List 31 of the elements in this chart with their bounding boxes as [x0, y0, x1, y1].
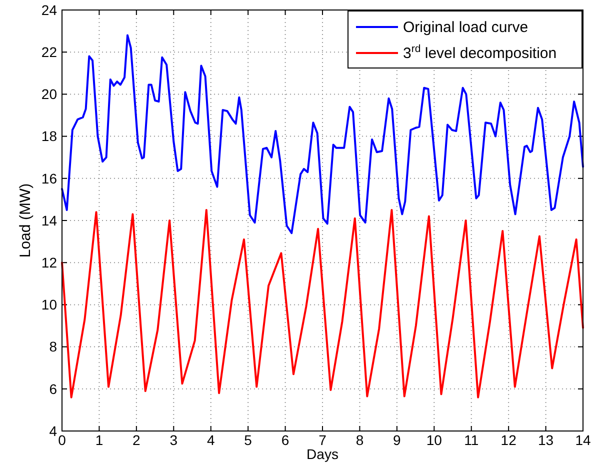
x-tick-label: 13: [538, 432, 554, 448]
y-tick-label: 18: [41, 128, 58, 144]
x-tick-label: 3: [170, 432, 178, 448]
x-tick-label: 5: [244, 432, 252, 448]
x-tick-label: 7: [318, 432, 327, 448]
x-tick-label: 11: [464, 432, 479, 448]
line-series: [61, 208, 584, 398]
y-tick-label: 20: [41, 86, 58, 102]
x-tick-label: 6: [281, 432, 290, 448]
x-tick-label: 8: [356, 432, 364, 448]
y-tick-label: 22: [41, 44, 58, 60]
y-tick-label: 12: [41, 254, 58, 270]
x-tick-label: 9: [393, 432, 402, 448]
legend-label: Original load curve: [403, 19, 528, 36]
x-tick-label: 1: [95, 432, 104, 448]
x-tick-label: 14: [575, 432, 591, 448]
y-axis-title: Load (MW): [17, 183, 34, 258]
x-tick-label: 2: [132, 432, 141, 448]
x-tick-label: 10: [426, 432, 442, 448]
y-tick-label: 8: [49, 338, 58, 355]
x-tick-label: 12: [500, 432, 517, 448]
y-tick-label: 24: [41, 2, 58, 18]
y-tick-label: 14: [41, 212, 58, 228]
y-tick-label: 6: [49, 380, 58, 397]
y-tick-label: 10: [41, 296, 58, 313]
x-tick-label: 0: [58, 432, 66, 448]
x-axis-title: Days: [306, 446, 338, 462]
line-series: [61, 34, 584, 234]
y-tick-label: 16: [41, 170, 58, 186]
x-tick-label: 4: [206, 432, 215, 448]
legend-label: 3$^{rd}$ level decomposition: [403, 43, 557, 62]
